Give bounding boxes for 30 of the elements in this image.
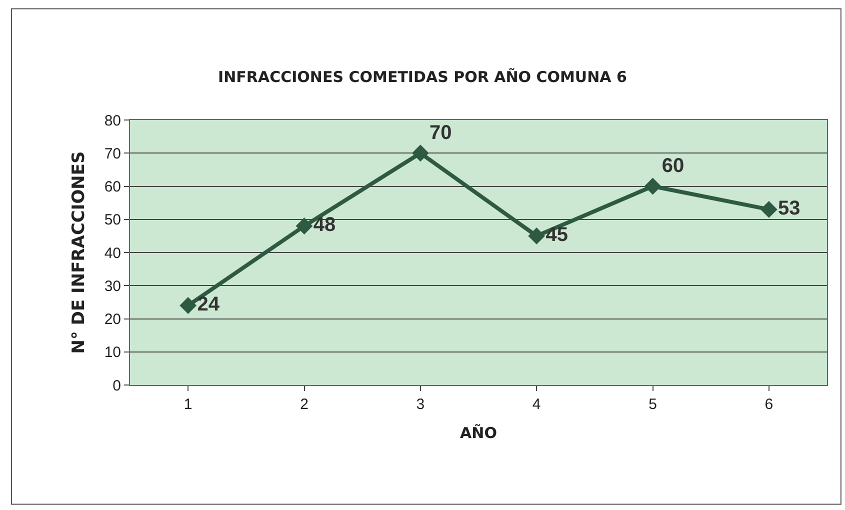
point bbox=[644, 178, 662, 195]
x-tick-label: 1 bbox=[184, 396, 192, 413]
data-label: 45 bbox=[546, 224, 568, 246]
y-tick-label: 20 bbox=[104, 311, 121, 328]
data-label: 24 bbox=[197, 294, 220, 316]
y-tick-label: 40 bbox=[104, 244, 121, 262]
data-label: 60 bbox=[662, 155, 684, 178]
x-tick-label: 3 bbox=[416, 396, 425, 413]
y-tick-label: 50 bbox=[104, 212, 121, 229]
point bbox=[180, 297, 197, 314]
y-tick-label: 0 bbox=[112, 377, 121, 394]
x-tick-label: 4 bbox=[532, 396, 541, 413]
y-tick-label: 80 bbox=[104, 112, 121, 130]
x-axis-title: AÑO bbox=[460, 424, 497, 442]
chart-title: INFRACCIONES COMETIDAS POR AÑO COMUNA 6 bbox=[218, 68, 627, 86]
y-axis-title: N° DE INFRACCIONES bbox=[68, 151, 89, 354]
point bbox=[760, 200, 778, 218]
y-tick-label: 70 bbox=[104, 145, 121, 162]
point bbox=[296, 218, 313, 234]
x-tick-label: 5 bbox=[648, 396, 657, 413]
point bbox=[528, 227, 546, 244]
data-label: 48 bbox=[313, 214, 336, 236]
y-tick-label: 30 bbox=[104, 278, 121, 295]
y-tick-label: 10 bbox=[104, 344, 121, 362]
x-tick-label: 6 bbox=[764, 396, 774, 413]
data-label: 53 bbox=[778, 197, 800, 220]
x-tick-label: 2 bbox=[300, 396, 308, 413]
y-tick-label: 60 bbox=[104, 178, 121, 196]
data-label: 70 bbox=[430, 122, 452, 144]
point bbox=[412, 144, 429, 162]
